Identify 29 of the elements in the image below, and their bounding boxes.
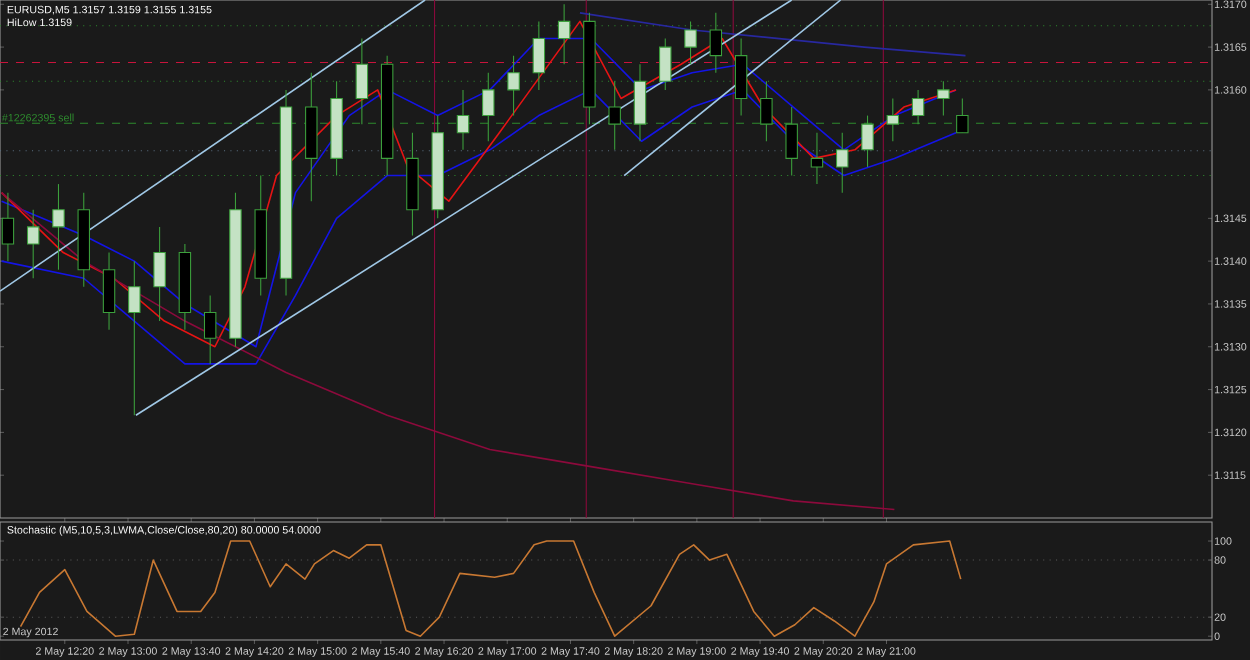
candlestick	[102, 252, 116, 331]
candlestick	[836, 132, 849, 194]
candlestick	[861, 115, 874, 168]
candlestick	[203, 294, 217, 365]
candlestick	[128, 260, 141, 416]
candlestick	[532, 20, 546, 91]
candlestick	[456, 89, 470, 151]
candlestick	[810, 132, 824, 185]
candlestick	[785, 106, 798, 177]
candlestick	[911, 89, 925, 125]
candlestick	[608, 80, 621, 151]
candlestick	[956, 97, 969, 134]
candlestick	[633, 63, 647, 142]
candlestick	[760, 80, 773, 142]
candlestick	[153, 226, 166, 322]
candlestick	[886, 97, 900, 142]
candlestick	[26, 209, 40, 279]
candlestick	[355, 37, 369, 125]
candlestick	[52, 183, 65, 271]
candlestick	[482, 72, 495, 142]
candlestick	[684, 20, 697, 65]
line-series	[579, 12, 967, 57]
candlestick	[937, 80, 950, 117]
candlestick	[734, 37, 748, 117]
candlestick	[709, 12, 723, 74]
candlestick	[659, 37, 672, 91]
candlestick	[557, 3, 571, 65]
candlestick	[1, 192, 15, 262]
candlestick	[507, 55, 520, 117]
